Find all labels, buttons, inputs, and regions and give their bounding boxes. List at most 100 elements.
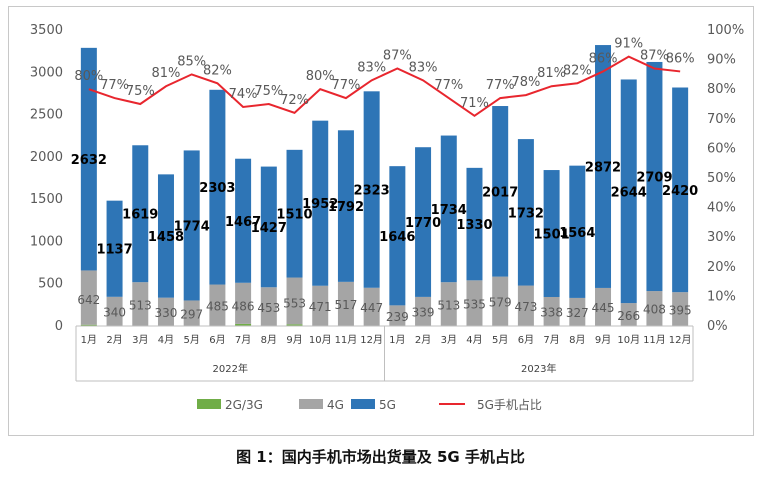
y-right-tick-label: 90% [707,53,736,68]
x-tick-label: 7月 [235,334,251,346]
x-tick-label: 2月 [106,334,122,346]
4g-data-label: 338 [540,306,563,320]
4g-data-label: 297 [180,307,203,321]
bar-4g [389,305,406,326]
y-right-tick-label: 0% [707,319,728,334]
share-data-label: 82% [203,63,232,78]
4g-data-label: 579 [489,296,512,310]
y-right-tick-label: 20% [707,260,736,275]
share-data-label: 74% [229,87,258,102]
share-data-label: 81% [152,66,181,81]
bar-4g [183,300,200,326]
5g-data-label: 1646 [379,230,415,245]
legend-label: 5G [379,398,396,412]
share-data-label: 83% [357,60,386,75]
figure-caption: 图 1：国内手机市场出货量及 5G 手机占比 [236,448,525,466]
4g-data-label: 330 [155,306,178,320]
bar-4g [337,281,354,326]
y-left-tick-label: 1000 [30,234,63,249]
share-data-label: 77% [434,78,463,93]
y-left-tick-label: 500 [38,277,63,292]
y-left-tick-label: 2500 [30,108,63,123]
4g-data-label: 517 [334,298,357,312]
bar-5g [80,47,97,271]
5g-data-label: 1330 [456,218,492,233]
4g-data-label: 513 [437,298,460,312]
x-tick-label: 1月 [81,334,97,346]
y-right-tick-label: 60% [707,141,736,156]
bar-4g [595,287,612,326]
bar-5g [620,79,637,304]
x-tick-label: 12月 [360,334,383,346]
bar-4g [235,282,252,324]
y-left-tick-label: 3000 [30,65,63,80]
5g-data-label: 1732 [508,206,544,221]
share-data-label: 81% [537,66,566,81]
legend-label: 4G [327,398,344,412]
x-tick-label: 4月 [466,334,482,346]
share-data-label: 75% [254,84,283,99]
x-tick-label: 1月 [389,334,405,346]
year-label: 2023年 [521,362,556,375]
4g-data-label: 642 [77,293,100,307]
5g-data-label: 2709 [636,171,672,186]
bar-4g [106,296,123,326]
y-left-tick-label: 1500 [30,192,63,207]
x-tick-label: 10月 [617,334,640,346]
y-right-tick-label: 70% [707,112,736,127]
x-tick-label: 6月 [518,334,534,346]
5g-data-label: 1792 [328,200,364,215]
x-tick-label: 12月 [669,334,692,346]
share-line [88,55,681,118]
bar-5g [672,87,689,293]
x-tick-label: 11月 [335,334,358,346]
y-right-tick-label: 40% [707,201,736,216]
legend-label: 2G/3G [225,398,263,412]
bar-5g [363,91,380,288]
x-tick-label: 8月 [261,334,277,346]
4g-data-label: 339 [412,306,435,320]
share-data-label: 87% [383,48,412,63]
x-tick-label: 6月 [209,334,225,346]
bar-4g [440,282,457,326]
legend-label: 5G手机占比 [477,397,542,412]
4g-data-label: 485 [206,299,229,313]
5g-data-label: 1952 [302,197,338,212]
y-right-tick-label: 10% [707,289,736,304]
x-tick-label: 11月 [643,334,666,346]
bar-5g [569,165,586,298]
share-data-label: 75% [126,84,155,99]
bar-5g [595,45,612,288]
share-data-label: 86% [666,51,695,66]
share-data-label: 80% [306,69,335,84]
bar-4g [672,292,689,326]
y-right-tick-label: 30% [707,230,736,245]
5g-data-label: 1774 [174,219,210,234]
bar-4g [646,291,663,326]
share-data-label: 83% [409,60,438,75]
bar-4g [620,303,637,326]
y-right-tick-label: 100% [707,23,744,38]
share-data-label: 80% [74,69,103,84]
4g-data-label: 447 [360,301,383,315]
bar-5g [209,89,226,285]
bar-2g3g [80,324,97,326]
5g-data-label: 1510 [276,208,312,223]
5g-data-label: 2303 [199,181,235,196]
y-right-tick-label: 50% [707,171,736,186]
4g-data-label: 473 [514,300,537,314]
4g-data-label: 445 [592,301,615,315]
5g-data-label: 1467 [225,215,261,230]
5g-data-label: 1137 [96,243,132,258]
4g-data-label: 535 [463,297,486,311]
5g-data-label: 2644 [611,185,647,200]
x-tick-label: 9月 [286,334,302,346]
5g-data-label: 1770 [405,216,441,231]
bar-5g [492,106,509,277]
4g-data-label: 340 [103,306,126,320]
x-tick-label: 3月 [132,334,148,346]
share-data-label: 78% [511,75,540,90]
bar-4g [543,296,560,326]
4g-data-label: 327 [566,306,589,320]
chart-frame: 0 500 1000 1500 2000 2500 3000 3500 0% 10% 20% 30% 4… [8,6,754,436]
